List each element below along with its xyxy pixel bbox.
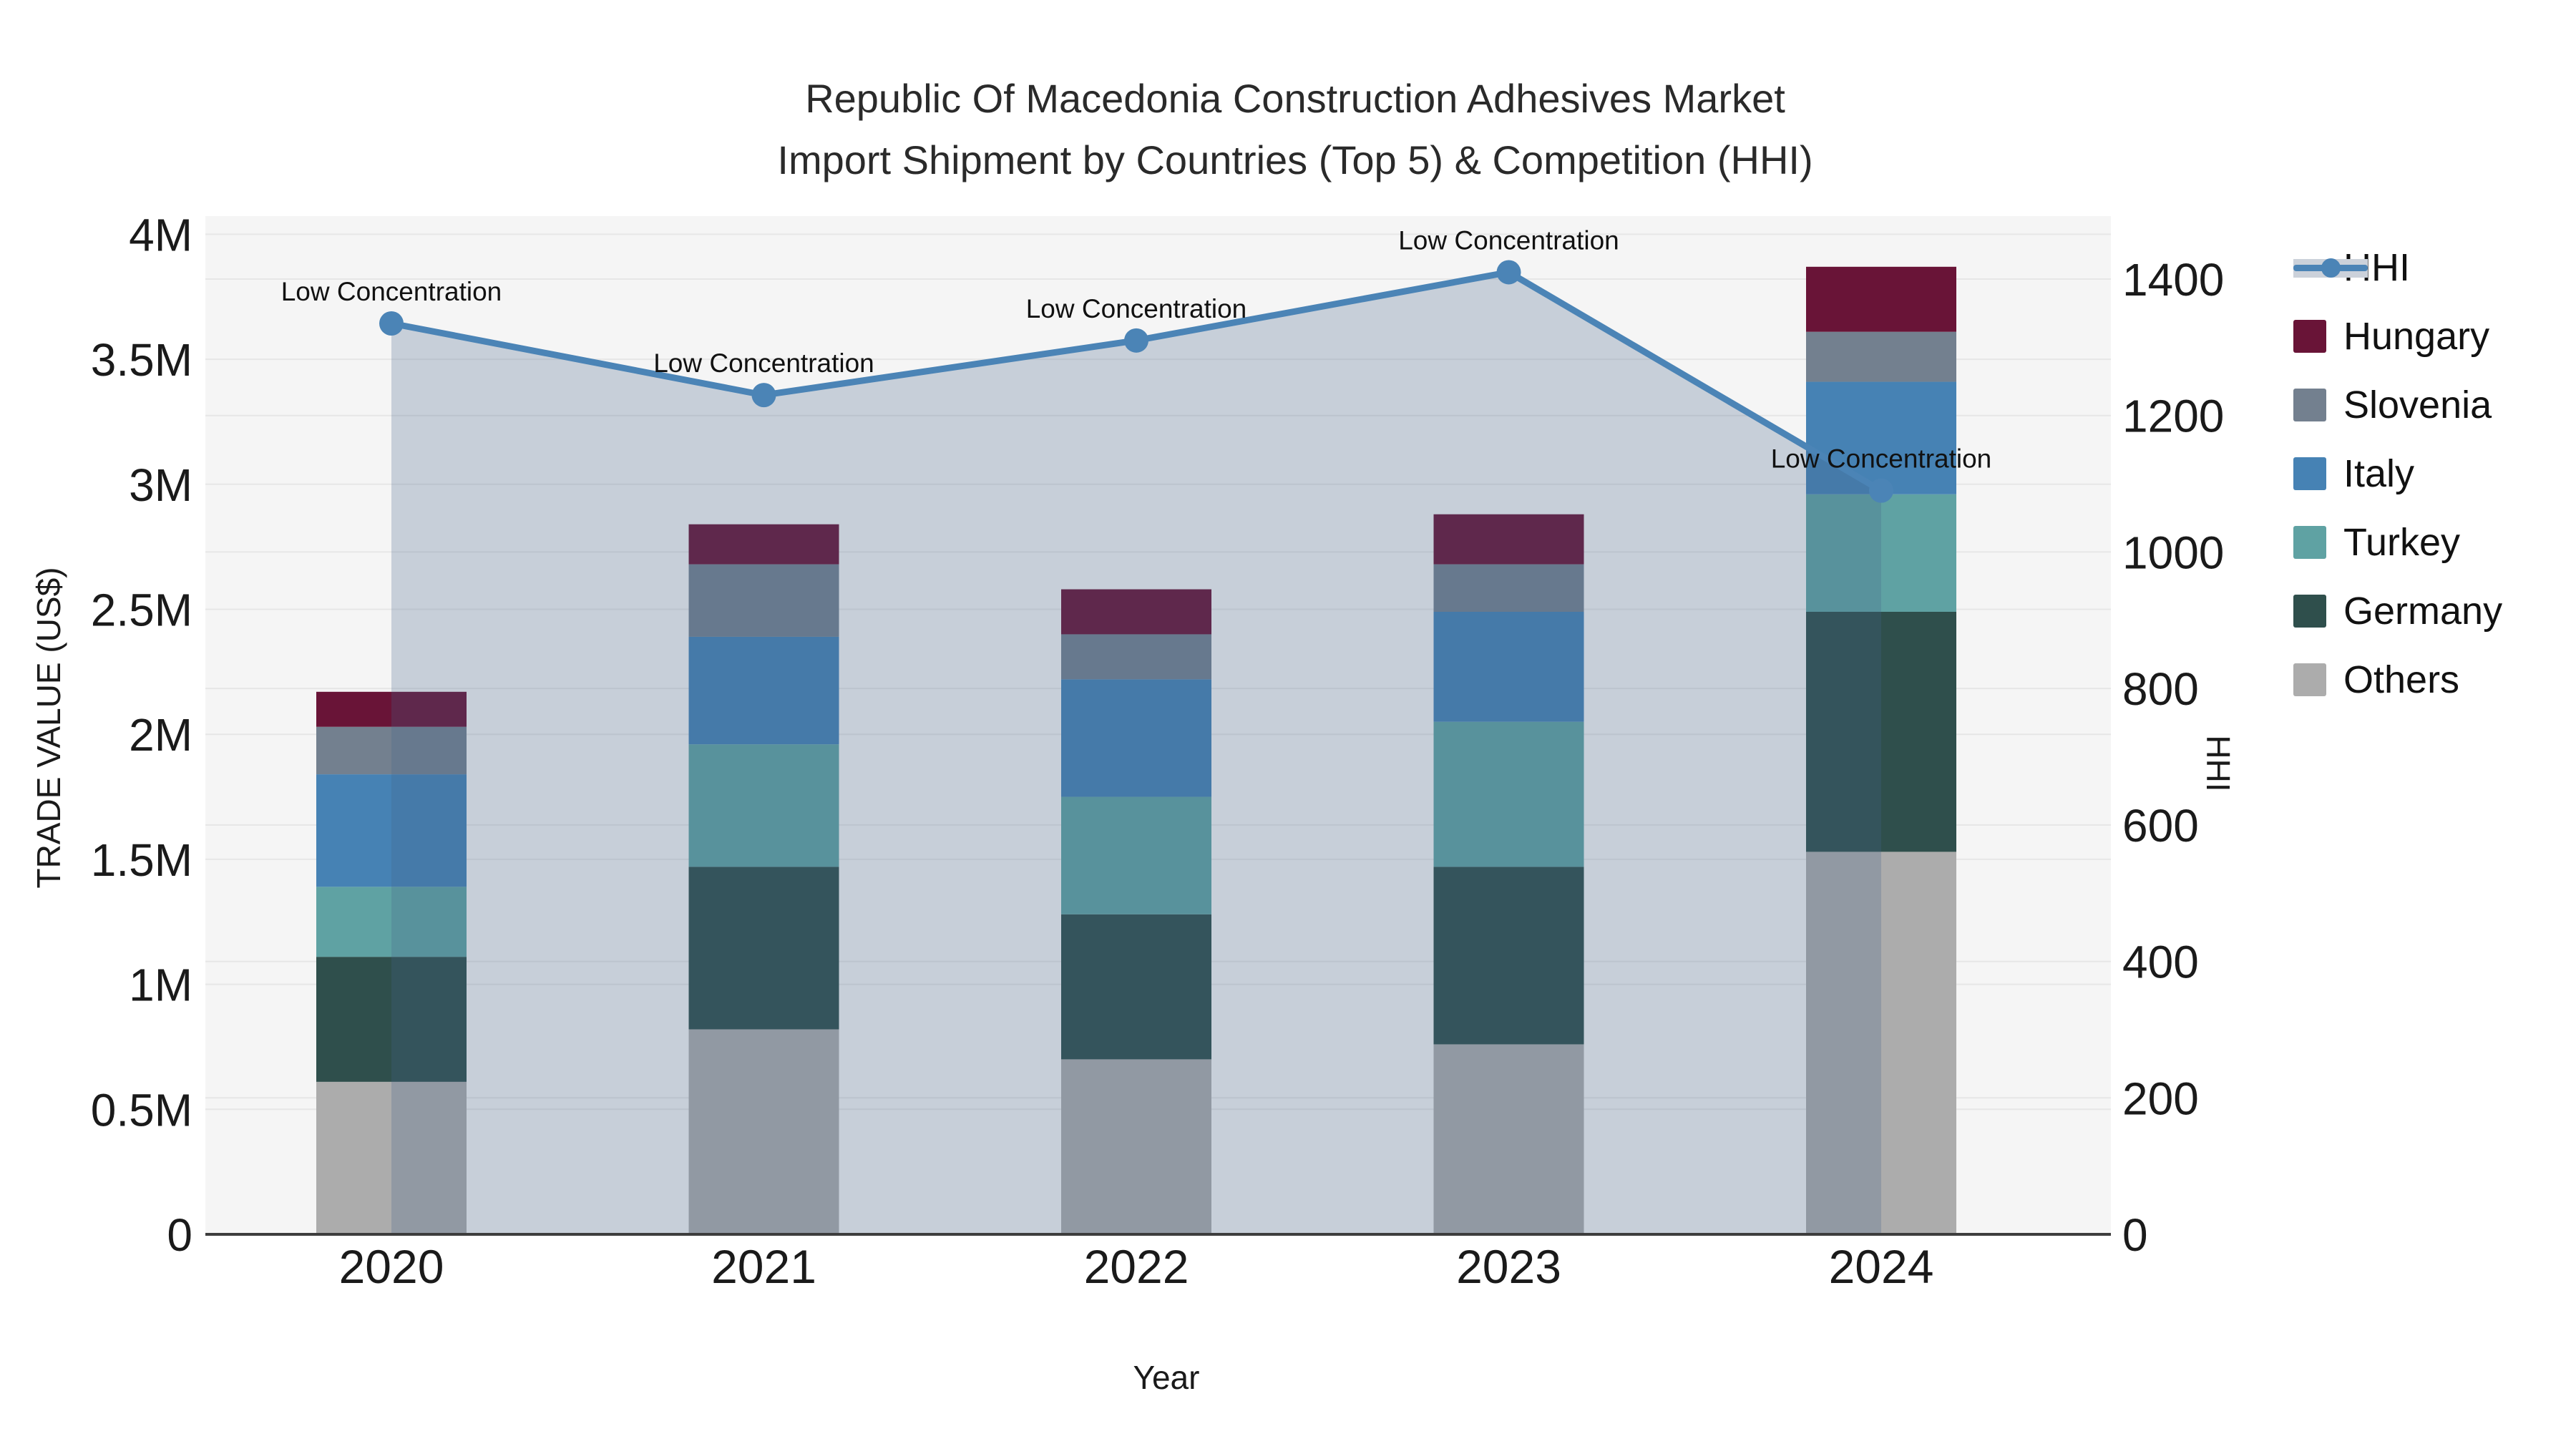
chart-title-line1: Republic Of Macedonia Construction Adhes… bbox=[805, 76, 1785, 121]
y-right-tick-600: 600 bbox=[2122, 800, 2199, 852]
bar-segment-2024-germany[interactable] bbox=[1806, 611, 1956, 852]
legend-label-germany: Germany bbox=[2343, 590, 2503, 633]
hhi-marker-2024[interactable] bbox=[1869, 478, 1893, 503]
bar-segment-2023-germany[interactable] bbox=[1433, 867, 1584, 1045]
bar-segment-2024-turkey[interactable] bbox=[1806, 494, 1956, 612]
bar-segment-2022-others[interactable] bbox=[1061, 1059, 1211, 1234]
x-tick-2023[interactable]: 2023 bbox=[1456, 1240, 1561, 1293]
bar-segment-2024-others[interactable] bbox=[1806, 852, 1956, 1234]
legend-label-others: Others bbox=[2343, 658, 2460, 701]
legend-swatch-turkey bbox=[2293, 526, 2326, 559]
legend-swatch-slovenia bbox=[2293, 389, 2326, 421]
legend-item-slovenia[interactable]: Slovenia bbox=[2293, 371, 2502, 439]
bar-segment-2021-italy[interactable] bbox=[688, 636, 839, 745]
chart-title: Republic Of Macedonia Construction Adhes… bbox=[0, 68, 2576, 191]
bar-segment-2024-italy[interactable] bbox=[1806, 381, 1956, 494]
annotation-2022: Low Concentration bbox=[1026, 294, 1247, 323]
legend-swatch-hungary bbox=[2293, 320, 2326, 353]
bar-segment-2022-italy[interactable] bbox=[1061, 679, 1211, 797]
bar-segment-2020-turkey[interactable] bbox=[316, 887, 467, 957]
bar-segment-2020-others[interactable] bbox=[316, 1081, 467, 1234]
bar-segment-2021-hungary[interactable] bbox=[688, 524, 839, 565]
annotation-2023: Low Concentration bbox=[1398, 225, 1619, 255]
legend-item-turkey[interactable]: Turkey bbox=[2293, 508, 2502, 577]
hhi-marker-2023[interactable] bbox=[1496, 260, 1521, 285]
chart-title-line2: Import Shipment by Countries (Top 5) & C… bbox=[777, 137, 1813, 182]
y-left-tick-3M: 3M bbox=[129, 459, 192, 511]
bar-segment-2023-others[interactable] bbox=[1433, 1044, 1584, 1234]
legend-swatch-others bbox=[2293, 663, 2326, 696]
bar-segment-2023-italy[interactable] bbox=[1433, 611, 1584, 722]
x-axis-title: Year bbox=[1133, 1359, 1200, 1396]
bar-segment-2023-turkey[interactable] bbox=[1433, 721, 1584, 867]
legend-label-hungary: Hungary bbox=[2343, 315, 2490, 358]
hhi-marker-2022[interactable] bbox=[1124, 328, 1148, 353]
y-right-tick-1400: 1400 bbox=[2122, 254, 2224, 306]
y-left-tick-0: 0 bbox=[167, 1209, 192, 1261]
y-left-tick-2.5M: 2.5M bbox=[91, 585, 192, 636]
y-right-tick-400: 400 bbox=[2122, 937, 2199, 988]
x-tick-2024[interactable]: 2024 bbox=[1829, 1240, 1934, 1293]
y-right-tick-1000: 1000 bbox=[2122, 527, 2224, 578]
annotation-2020: Low Concentration bbox=[281, 277, 502, 306]
bar-segment-2023-slovenia[interactable] bbox=[1433, 564, 1584, 612]
hhi-area-fill bbox=[391, 272, 1881, 1234]
y-right-tick-1200: 1200 bbox=[2122, 391, 2224, 442]
bar-segment-2024-slovenia[interactable] bbox=[1806, 331, 1956, 382]
x-tick-2022[interactable]: 2022 bbox=[1084, 1240, 1189, 1293]
bar-segment-2020-slovenia[interactable] bbox=[316, 726, 467, 775]
bar-segment-2021-germany[interactable] bbox=[688, 867, 839, 1030]
y-left-tick-4M: 4M bbox=[129, 209, 192, 260]
bar-segment-2024-hungary[interactable] bbox=[1806, 266, 1956, 332]
y-right-tick-800: 800 bbox=[2122, 663, 2199, 715]
legend: HHI Hungary Slovenia Italy Turkey Germany Othe… bbox=[2293, 233, 2502, 714]
x-tick-2021[interactable]: 2021 bbox=[711, 1240, 816, 1293]
y-left-tick-1.5M: 1.5M bbox=[91, 834, 192, 886]
legend-label-slovenia: Slovenia bbox=[2343, 384, 2492, 426]
bar-segment-2021-slovenia[interactable] bbox=[688, 564, 839, 637]
legend-label-italy: Italy bbox=[2343, 452, 2415, 495]
y-right-tick-200: 200 bbox=[2122, 1073, 2199, 1124]
bar-segment-2022-hungary[interactable] bbox=[1061, 589, 1211, 635]
legend-item-italy[interactable]: Italy bbox=[2293, 439, 2502, 508]
y-left-tick-3.5M: 3.5M bbox=[91, 334, 192, 386]
legend-swatch-germany bbox=[2293, 595, 2326, 628]
hhi-marker-2020[interactable] bbox=[379, 311, 404, 336]
bar-segment-2022-turkey[interactable] bbox=[1061, 796, 1211, 914]
legend-item-hhi[interactable]: HHI bbox=[2293, 233, 2502, 302]
bar-segment-2020-germany[interactable] bbox=[316, 957, 467, 1082]
legend-item-hungary[interactable]: Hungary bbox=[2293, 302, 2502, 371]
annotation-2024: Low Concentration bbox=[1771, 444, 1992, 474]
y-right-tick-0: 0 bbox=[2122, 1209, 2148, 1261]
legend-swatch-italy bbox=[2293, 457, 2326, 490]
legend-item-germany[interactable]: Germany bbox=[2293, 577, 2502, 645]
annotation-2021: Low Concentration bbox=[653, 348, 874, 378]
y-left-tick-0.5M: 0.5M bbox=[91, 1084, 192, 1136]
bar-segment-2023-hungary[interactable] bbox=[1433, 514, 1584, 565]
legend-hhi-line-icon bbox=[2293, 253, 2368, 282]
legend-label-turkey: Turkey bbox=[2343, 521, 2461, 564]
bar-segment-2021-others[interactable] bbox=[688, 1029, 839, 1234]
bar-segment-2020-italy[interactable] bbox=[316, 774, 467, 887]
bar-segment-2020-hungary[interactable] bbox=[316, 691, 467, 727]
bar-segment-2021-turkey[interactable] bbox=[688, 744, 839, 867]
y-left-tick-1M: 1M bbox=[129, 960, 192, 1011]
hhi-marker-2021[interactable] bbox=[751, 383, 776, 408]
legend-item-others[interactable]: Others bbox=[2293, 645, 2502, 714]
bar-segment-2022-slovenia[interactable] bbox=[1061, 634, 1211, 680]
x-tick-2020[interactable]: 2020 bbox=[339, 1240, 444, 1293]
y-left-tick-2M: 2M bbox=[129, 709, 192, 761]
bar-segment-2022-germany[interactable] bbox=[1061, 914, 1211, 1060]
